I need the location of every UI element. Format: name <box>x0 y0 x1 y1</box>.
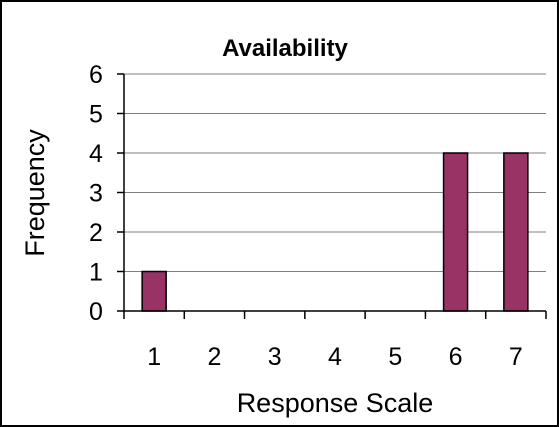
x-tick-label: 4 <box>328 343 342 371</box>
chart-title: Availability <box>222 35 348 62</box>
x-axis-label: Response Scale <box>237 388 434 418</box>
x-tick-label: 1 <box>147 343 161 371</box>
bar <box>503 152 529 312</box>
y-ticks: 0 1 2 3 4 5 6 <box>89 61 103 326</box>
y-tick-label: 2 <box>89 219 103 247</box>
x-tick-label: 3 <box>268 343 282 371</box>
gridlines <box>124 73 546 272</box>
bar <box>141 270 167 312</box>
axes <box>117 73 547 319</box>
bar <box>442 152 469 312</box>
x-tick-label: 7 <box>509 343 523 371</box>
y-tick-label: 1 <box>89 259 103 287</box>
y-tick-label: 4 <box>89 140 103 168</box>
bars <box>141 152 529 312</box>
y-tick-label: 5 <box>89 101 103 129</box>
x-tick-label: 2 <box>207 343 221 371</box>
x-ticks: 1 2 3 4 5 6 7 <box>147 343 523 371</box>
y-tick-label: 0 <box>89 298 103 326</box>
x-tick-label: 6 <box>449 343 463 371</box>
x-tick-label: 5 <box>388 343 402 371</box>
y-tick-label: 3 <box>89 180 103 208</box>
y-tick-label: 6 <box>89 61 103 89</box>
y-axis-label: Frequency <box>20 129 50 257</box>
